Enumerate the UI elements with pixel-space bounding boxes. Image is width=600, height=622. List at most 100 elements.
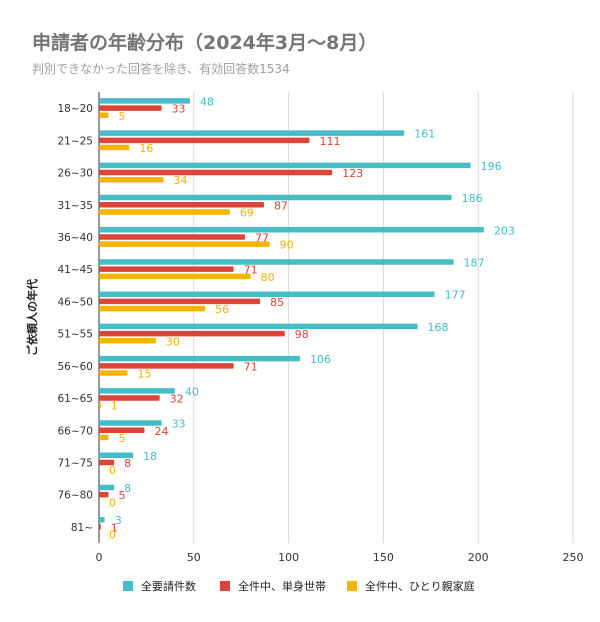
data-label: 5 xyxy=(118,110,125,123)
bar xyxy=(99,388,175,394)
legend-label: 全件中、単身世帯 xyxy=(238,579,326,593)
data-label: 16 xyxy=(139,142,153,155)
data-label: 56 xyxy=(215,303,229,316)
data-label: 5 xyxy=(118,489,125,502)
data-label: 1 xyxy=(111,521,118,534)
bar xyxy=(99,176,164,183)
bar xyxy=(99,209,230,215)
data-label: 34 xyxy=(173,174,187,187)
data-label: 18 xyxy=(143,450,157,463)
bar xyxy=(99,98,191,104)
y-axis-title: ご依頼人の年代 xyxy=(25,279,39,356)
data-label: 32 xyxy=(170,393,184,406)
y-tick-label: 21~25 xyxy=(57,135,93,147)
bar xyxy=(99,259,454,265)
data-label: 111 xyxy=(319,135,340,148)
y-tick-label: 26~30 xyxy=(57,168,93,180)
bar xyxy=(99,516,105,523)
legend-label: 全件中、ひとり親家庭 xyxy=(365,579,475,593)
bar xyxy=(99,491,109,498)
data-label: 8 xyxy=(124,457,131,470)
bar xyxy=(99,194,452,201)
bar xyxy=(99,112,109,119)
data-label: 161 xyxy=(414,128,435,141)
data-label: 8 xyxy=(124,482,131,495)
data-label: 177 xyxy=(445,289,466,302)
x-tick-label: 150 xyxy=(373,551,394,564)
bar xyxy=(99,241,270,247)
y-tick-label: 76~80 xyxy=(57,490,93,502)
bar xyxy=(99,227,484,233)
data-label: 30 xyxy=(166,335,180,348)
data-label: 106 xyxy=(310,353,331,366)
data-label: 80 xyxy=(261,271,275,284)
bar xyxy=(99,291,435,297)
bar xyxy=(99,338,156,344)
legend-swatch xyxy=(347,581,357,591)
data-label: 33 xyxy=(172,103,186,116)
data-label: 123 xyxy=(342,167,363,180)
data-label: 15 xyxy=(137,368,151,381)
y-tick-label: 81~ xyxy=(71,522,93,534)
y-tick-label: 61~65 xyxy=(57,393,93,405)
legend-label: 全要請件数 xyxy=(141,579,196,593)
bar xyxy=(99,105,162,111)
bar xyxy=(99,137,310,144)
data-label: 85 xyxy=(270,296,284,309)
chart-title: 申請者の年齢分布（2024年3月〜8月） xyxy=(32,32,378,54)
x-tick-label: 0 xyxy=(96,551,103,564)
bar xyxy=(99,130,405,136)
y-tick-label: 51~55 xyxy=(57,329,93,341)
data-label: 69 xyxy=(240,206,254,219)
bar xyxy=(99,305,206,312)
bar xyxy=(99,266,234,272)
bar xyxy=(99,434,109,441)
y-tick-label: 56~60 xyxy=(57,361,93,373)
bar xyxy=(99,202,264,208)
bar xyxy=(99,395,160,401)
data-label: 24 xyxy=(155,425,169,438)
bar xyxy=(99,144,130,151)
y-tick-label: 46~50 xyxy=(57,296,93,308)
data-label: 168 xyxy=(428,321,449,334)
data-label: 33 xyxy=(172,418,186,431)
x-tick-label: 200 xyxy=(468,551,489,564)
data-label: 0 xyxy=(109,464,116,477)
legend-swatch xyxy=(220,581,230,591)
data-label: 187 xyxy=(464,256,485,269)
bar xyxy=(99,452,134,459)
y-tick-label: 31~35 xyxy=(57,200,93,212)
data-label: 1 xyxy=(111,400,118,413)
data-label: 48 xyxy=(200,95,214,108)
bar xyxy=(99,524,101,530)
x-tick-label: 50 xyxy=(187,551,201,564)
data-label: 203 xyxy=(494,224,515,237)
data-label: 71 xyxy=(244,360,258,373)
bar xyxy=(99,162,471,169)
y-tick-label: 66~70 xyxy=(57,425,93,437)
y-tick-label: 71~75 xyxy=(57,457,93,469)
bar xyxy=(99,323,418,330)
bar xyxy=(99,420,162,426)
y-tick-label: 18~20 xyxy=(57,103,93,115)
bar xyxy=(99,459,115,466)
data-label: 90 xyxy=(280,239,294,252)
data-label: 5 xyxy=(118,432,125,445)
data-label: 0 xyxy=(109,529,116,542)
bar xyxy=(99,484,115,491)
bar xyxy=(99,402,101,408)
bar xyxy=(99,427,145,433)
bar xyxy=(99,298,261,305)
bar xyxy=(99,273,251,280)
x-tick-label: 100 xyxy=(278,551,299,564)
bar xyxy=(99,169,333,176)
data-label: 87 xyxy=(274,199,288,212)
chart-subtitle: 判別できなかった回答を除き、有効回答数1534 xyxy=(32,62,290,76)
data-label: 186 xyxy=(462,192,483,205)
data-label: 40 xyxy=(185,385,199,398)
y-tick-label: 36~40 xyxy=(57,232,93,244)
bar xyxy=(99,234,245,240)
data-label: 77 xyxy=(255,231,269,244)
